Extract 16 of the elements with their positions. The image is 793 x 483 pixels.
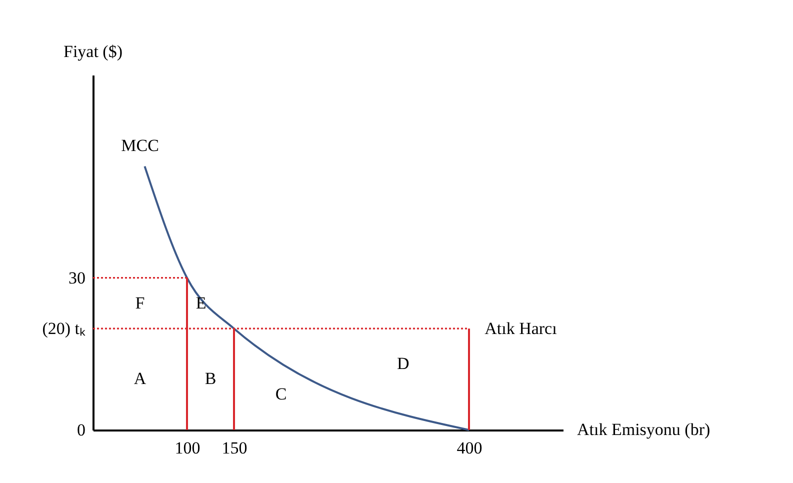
- x-tick-label: 100: [174, 438, 200, 458]
- annotation: D: [397, 354, 410, 373]
- annotation: C: [275, 384, 287, 404]
- y-tick-label: (20) tₖ: [42, 319, 86, 338]
- annotation: B: [204, 369, 216, 388]
- annotation: E: [196, 293, 206, 312]
- y-tick-label: 0: [77, 420, 86, 440]
- annotation: F: [135, 293, 145, 312]
- annotation: MCC: [121, 136, 159, 155]
- x-tick-label: 150: [222, 438, 248, 458]
- y-tick-label: 30: [68, 268, 86, 288]
- annotation: A: [134, 369, 147, 388]
- x-tick-label: 400: [456, 438, 482, 458]
- annotation: Atık Harcı: [484, 318, 558, 338]
- y-axis-title: Fiyat ($): [63, 42, 123, 61]
- x-axis-title: Atık Emisyonu (br): [577, 420, 710, 439]
